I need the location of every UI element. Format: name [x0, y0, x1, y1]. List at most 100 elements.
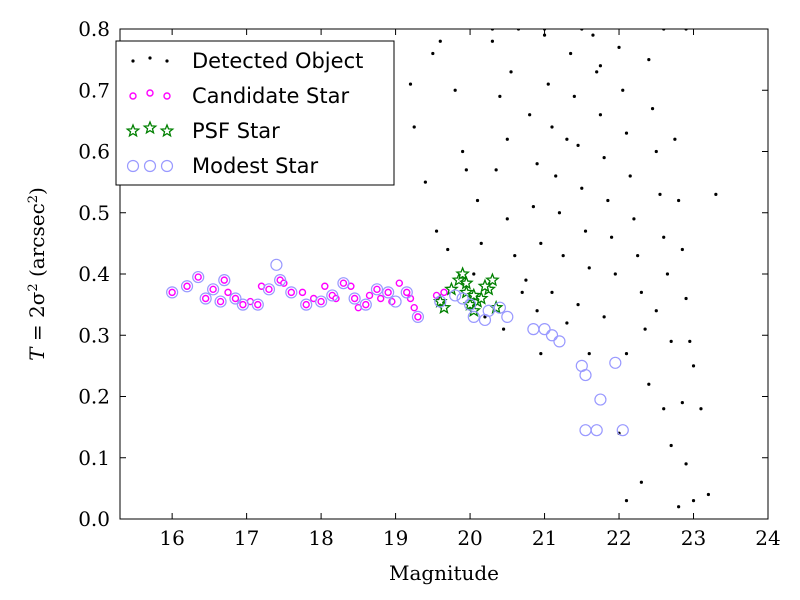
data-point — [662, 235, 666, 239]
data-point — [613, 272, 617, 276]
data-points — [166, 29, 718, 509]
data-point — [236, 298, 249, 311]
y-axis-label-unit: (arcsec — [25, 203, 49, 283]
data-point — [528, 113, 532, 117]
data-point — [624, 352, 629, 356]
data-point — [467, 310, 480, 323]
data-point — [580, 186, 584, 190]
data-point — [239, 300, 247, 309]
data-point — [553, 335, 566, 348]
data-point — [498, 94, 502, 98]
data-point — [662, 407, 666, 411]
data-point — [513, 254, 517, 258]
data-point — [565, 321, 569, 325]
data-point — [531, 205, 535, 209]
legend-marker — [129, 89, 171, 100]
data-point — [691, 364, 696, 368]
data-point — [274, 274, 287, 287]
data-point — [501, 327, 506, 331]
data-point — [477, 278, 493, 293]
x-tick-label: 21 — [532, 526, 557, 550]
data-point — [501, 310, 514, 323]
data-point — [636, 254, 640, 258]
data-point — [348, 292, 361, 305]
data-point — [218, 274, 231, 287]
legend: Detected Object Candidate Star PSF Star Mod… — [115, 40, 395, 186]
data-point — [482, 304, 495, 317]
data-point — [254, 300, 262, 309]
data-point — [403, 288, 411, 297]
data-point — [431, 51, 435, 56]
x-tick-label: 23 — [681, 526, 706, 550]
data-point — [423, 180, 427, 184]
data-point — [432, 293, 448, 308]
x-axis: 16 17 18 19 20 21 22 23 24 — [159, 29, 781, 550]
data-point — [598, 64, 603, 68]
legend-marker-glyph — [159, 123, 175, 138]
data-point — [440, 288, 448, 297]
data-point — [602, 156, 606, 160]
data-point — [229, 292, 242, 305]
data-point — [680, 247, 684, 252]
series-modest-star — [166, 258, 629, 437]
data-point — [598, 113, 603, 117]
y-tick-label: 0.4 — [78, 262, 110, 286]
data-point — [561, 254, 565, 258]
data-point — [411, 310, 425, 323]
data-point — [650, 107, 655, 111]
data-point — [180, 280, 194, 293]
x-tick-label: 19 — [383, 526, 408, 550]
data-point — [389, 295, 402, 308]
data-point — [643, 327, 647, 331]
data-point — [224, 288, 232, 297]
data-point — [550, 125, 554, 129]
data-point — [524, 278, 528, 282]
data-point — [579, 424, 592, 437]
legend-marker — [126, 159, 174, 173]
data-point — [220, 276, 228, 284]
data-point — [579, 368, 592, 382]
data-point — [326, 289, 339, 302]
data-point — [587, 352, 591, 356]
data-point — [665, 272, 670, 276]
data-point — [285, 286, 298, 299]
y-axis-label-var: T — [25, 346, 49, 361]
data-point — [493, 301, 506, 314]
plot-area — [119, 28, 769, 520]
data-point — [680, 401, 684, 405]
data-point — [527, 323, 540, 336]
x-tick-label: 17 — [234, 526, 259, 550]
y-axis-label-eq: = 2σ — [25, 291, 49, 347]
data-point — [684, 462, 688, 466]
data-point — [706, 492, 711, 497]
data-point — [628, 174, 632, 178]
data-point — [654, 309, 658, 313]
data-point — [262, 283, 276, 296]
x-tick-label: 22 — [606, 526, 631, 550]
data-point — [624, 499, 629, 503]
legend-label: Modest Star — [192, 154, 318, 178]
data-point — [436, 299, 452, 314]
data-point — [449, 289, 462, 302]
legend-marker-glyph — [125, 123, 141, 138]
data-point — [168, 288, 176, 297]
data-point — [287, 288, 296, 297]
data-point — [376, 294, 385, 303]
data-point — [624, 131, 629, 135]
data-point — [321, 282, 329, 290]
y-tick-label: 0.2 — [78, 385, 110, 409]
y-tick-label: 0.8 — [78, 17, 110, 41]
data-point — [199, 292, 212, 305]
data-point — [479, 241, 483, 245]
data-point — [616, 424, 629, 437]
data-point — [365, 291, 374, 300]
data-point — [194, 273, 202, 281]
data-point — [539, 241, 543, 245]
data-point — [384, 288, 392, 297]
data-point — [546, 82, 550, 86]
data-point — [485, 272, 500, 287]
data-point — [490, 39, 495, 43]
data-point — [463, 298, 477, 311]
data-point — [647, 58, 651, 62]
data-point — [494, 168, 498, 172]
